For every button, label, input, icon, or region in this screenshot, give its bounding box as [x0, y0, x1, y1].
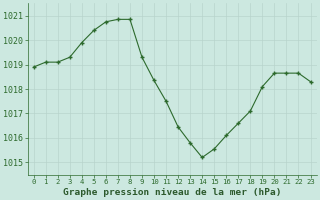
X-axis label: Graphe pression niveau de la mer (hPa): Graphe pression niveau de la mer (hPa): [63, 188, 281, 197]
